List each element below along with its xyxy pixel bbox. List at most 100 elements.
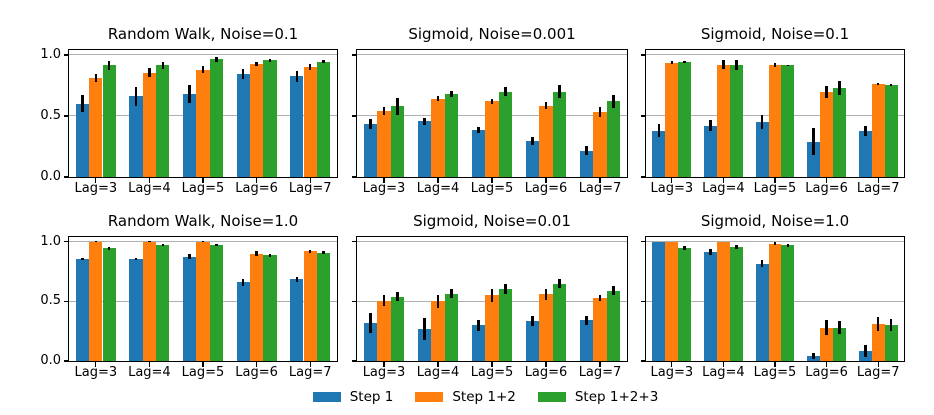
legend: Step 1 Step 1+2 Step 1+2+3: [68, 388, 903, 406]
x-tick-label: Lag=4: [416, 365, 460, 380]
x-tick-label: Lag=4: [128, 365, 171, 380]
y-tick-label: 0.5: [40, 293, 61, 309]
bar-step-1-lag-7: [290, 279, 304, 361]
error-bar: [268, 58, 272, 62]
x-tick-label: Lag=4: [702, 181, 745, 196]
error-bar: [295, 276, 299, 282]
bar-step-1-2-3-lag-5: [498, 91, 513, 177]
bar-step-1-2-lag-5: [768, 65, 782, 177]
error-bar: [188, 254, 191, 260]
y-tick-mark: [351, 360, 356, 362]
x-tick-label: Lag=6: [524, 365, 568, 380]
error-bar: [436, 294, 440, 308]
bar-step-1-lag-5: [755, 122, 769, 177]
x-tick-label: Lag=6: [805, 365, 848, 380]
bar-step-1-lag-7: [858, 131, 872, 177]
error-bar: [876, 82, 880, 86]
x-tick-label: Lag=7: [288, 365, 332, 380]
error-bar: [436, 96, 440, 102]
bar-step-1-2-lag-6: [539, 294, 553, 361]
error-bar: [585, 316, 588, 325]
error-bar: [308, 249, 312, 254]
x-tick-mark: [437, 362, 439, 367]
subplot-title: Sigmoid, Noise=1.0: [700, 212, 850, 230]
error-bar: [241, 68, 245, 79]
x-tick-label: Lag=3: [74, 181, 118, 196]
bar-step-1-2-3-lag-3: [390, 296, 405, 361]
error-bar: [308, 64, 312, 71]
y-tick-mark: [63, 115, 68, 117]
bar-step-1-lag-3: [75, 103, 90, 177]
x-tick-label: Lag=4: [128, 181, 171, 196]
bar-step-1-2-lag-7: [303, 251, 317, 361]
bar-step-1-2-3-lag-4: [729, 64, 743, 177]
bar-step-1-2-3-lag-5: [781, 245, 795, 361]
bar-step-1-2-lag-3: [665, 241, 679, 361]
error-bar: [812, 128, 815, 155]
y-tick-mark: [351, 54, 356, 56]
x-tick-label: Lag=5: [753, 181, 797, 196]
bar-step-1-2-lag-5: [485, 295, 499, 361]
y-tick-mark: [640, 241, 645, 243]
bar-step-1-2-3-lag-6: [263, 255, 277, 361]
bar-step-1-lag-6: [236, 282, 250, 361]
y-tick-mark: [63, 176, 68, 178]
bar-step-1-2-lag-4: [431, 98, 445, 177]
error-bar: [504, 284, 507, 294]
bar-step-1-lag-4: [417, 328, 432, 361]
error-bar: [477, 319, 480, 331]
bar-step-1-2-lag-6: [539, 105, 553, 177]
legend-swatch-icon: [537, 392, 566, 402]
bar-step-1-2-3-lag-4: [156, 65, 170, 177]
y-tick-mark: [351, 300, 356, 303]
error-bar: [657, 123, 661, 138]
bar-step-1-2-3-lag-3: [678, 247, 692, 361]
bar-step-1-2-lag-5: [485, 101, 499, 177]
x-tick-label: Lag=4: [702, 365, 745, 380]
x-tick-label: Lag=4: [416, 181, 460, 196]
y-tick-label: 1.0: [40, 46, 61, 62]
bar-step-1-lag-4: [704, 125, 717, 177]
error-bar: [838, 80, 841, 96]
x-tick-label: Lag=7: [578, 365, 622, 380]
bar-step-1-lag-3: [652, 130, 666, 177]
bar-step-1-2-3-lag-7: [884, 324, 898, 361]
x-tick-label: Lag=5: [470, 365, 514, 380]
bar-step-1-2-3-lag-6: [263, 60, 277, 177]
error-bar: [148, 68, 151, 77]
bar-step-1-2-3-lag-5: [209, 59, 224, 177]
gridline-1: [69, 54, 337, 56]
bar-step-1-2-lag-4: [431, 301, 445, 361]
bar-step-1-2-lag-3: [377, 111, 391, 177]
x-tick-mark: [383, 362, 385, 367]
gridline-1: [646, 54, 904, 56]
x-tick-mark: [722, 178, 725, 183]
bar-step-1-2-lag-7: [871, 84, 885, 177]
error-bar: [423, 318, 426, 340]
error-bar: [255, 251, 258, 257]
error-bar: [558, 85, 561, 98]
error-bar: [585, 146, 588, 156]
x-tick-mark: [148, 178, 151, 183]
error-bar: [876, 316, 880, 332]
error-bar: [490, 288, 494, 302]
x-tick-label: Lag=3: [362, 365, 406, 380]
x-tick-mark: [825, 178, 828, 183]
bar-step-1-lag-7: [579, 150, 594, 177]
bar-step-1-2-3-lag-6: [833, 87, 846, 177]
subplot-title: Random Walk, Noise=1.0: [107, 212, 299, 230]
y-tick-mark: [351, 115, 356, 117]
error-bar: [683, 245, 686, 250]
y-tick-label: 0.5: [40, 107, 61, 123]
error-bar: [786, 244, 790, 247]
bar-step-1-2-3-lag-7: [316, 61, 331, 177]
subplot-title: Sigmoid, Noise=0.01: [413, 212, 571, 230]
error-bar: [598, 295, 602, 302]
x-tick-label: Lag=3: [650, 365, 694, 380]
subplot-title: Sigmoid, Noise=0.1: [700, 25, 850, 43]
error-bar: [94, 74, 98, 82]
bar-step-1-2-3-lag-4: [444, 293, 459, 361]
bar-step-1-lag-3: [652, 241, 666, 361]
error-bar: [369, 312, 372, 333]
error-bar: [531, 137, 534, 145]
